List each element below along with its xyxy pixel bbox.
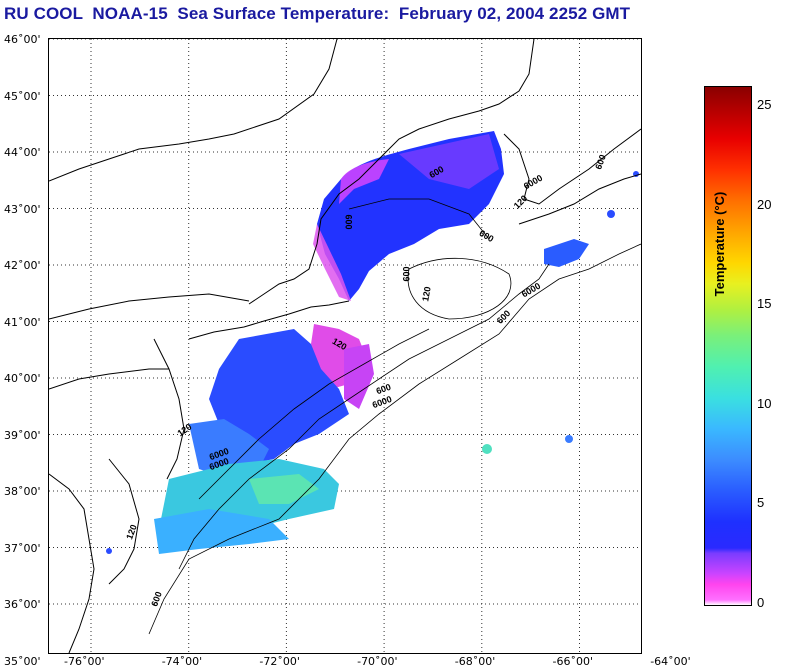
latitude-label: 42˚00': [4, 259, 41, 272]
colorbar-tick: 25: [757, 96, 772, 112]
latitude-label: 45˚00': [4, 89, 41, 103]
longitude-label: -70˚00': [357, 655, 398, 668]
longitude-label: -68˚00': [454, 655, 496, 668]
coastline-chesapeake: [49, 473, 95, 653]
sst-patch-gom-violet: [399, 134, 499, 189]
colorbar-tick: 10: [757, 395, 772, 411]
latitude-label: 44˚00': [4, 146, 41, 159]
longitude-label: -76˚00': [64, 655, 105, 668]
coastline-long-island: [188, 300, 350, 340]
latitude-label: 41˚00': [4, 315, 41, 329]
sst-speck: [106, 548, 112, 554]
sst-speck: [607, 210, 615, 218]
coastline-scotian-south: [518, 173, 641, 225]
colorbar-tick: 15: [757, 296, 772, 312]
latitude-label: 46˚00': [4, 33, 41, 46]
longitude-label: -74˚00': [161, 655, 203, 668]
contour-120: [198, 328, 430, 500]
coastline-delmarva: [108, 458, 140, 585]
longitude-label: -66˚00': [552, 655, 594, 668]
bathymetry-contours: [148, 198, 641, 635]
sst-patch-gom-magenta: [339, 159, 389, 204]
coastline-new-england: [248, 39, 535, 305]
coastline-layer: [49, 39, 641, 653]
sst-patch-gom-magenta-2: [313, 224, 351, 301]
temperature-colorbar: [704, 86, 752, 606]
longitude-label: -64˚00': [650, 655, 691, 668]
latitude-label: 39˚00': [4, 428, 41, 442]
sst-patch-scotian: [544, 239, 589, 267]
sst-patch-cape-cod-2: [344, 344, 374, 409]
coastline-inland-1: [49, 368, 169, 390]
map-title: RU COOL NOAA-15 Sea Surface Temperature:…: [4, 4, 631, 23]
latitude-label: 37˚00': [4, 541, 41, 555]
sst-data-layer: [106, 131, 639, 554]
colorbar-tick: 20: [757, 196, 772, 212]
coastline-nova-scotia: [503, 128, 641, 205]
colorbar-tick: 0: [757, 595, 765, 610]
latitude-label: 38˚00': [4, 485, 41, 498]
contour-6000: [148, 243, 641, 635]
map-panel[interactable]: 600 600 600 600 600 6000 120 600 6000 12…: [48, 38, 642, 654]
coastline-nj: [153, 338, 185, 480]
bathy-label: 600: [343, 214, 354, 230]
bathy-label: 600: [401, 266, 412, 282]
contour-gom-basin: [348, 198, 490, 240]
colorbar-label: Temperature (°C): [712, 191, 727, 297]
contour-600: [178, 263, 550, 570]
sst-speck: [565, 435, 573, 443]
sst-patch-southern-teal: [154, 509, 289, 554]
latitude-label: 36˚00': [4, 598, 41, 611]
sst-speck: [482, 444, 492, 454]
longitude-label: -72˚00': [259, 655, 300, 668]
contour-georges: [407, 257, 512, 320]
latitude-label: 35˚00': [4, 654, 41, 668]
map-canvas: [49, 39, 641, 653]
latitude-label: 43˚00': [4, 202, 41, 216]
sst-patch-mid-atlantic: [209, 329, 349, 464]
latitude-label: 40˚00': [4, 372, 41, 385]
coastline-inland-2: [49, 293, 250, 320]
colorbar-tick: 5: [757, 495, 765, 511]
coastline-maine: [49, 39, 338, 182]
